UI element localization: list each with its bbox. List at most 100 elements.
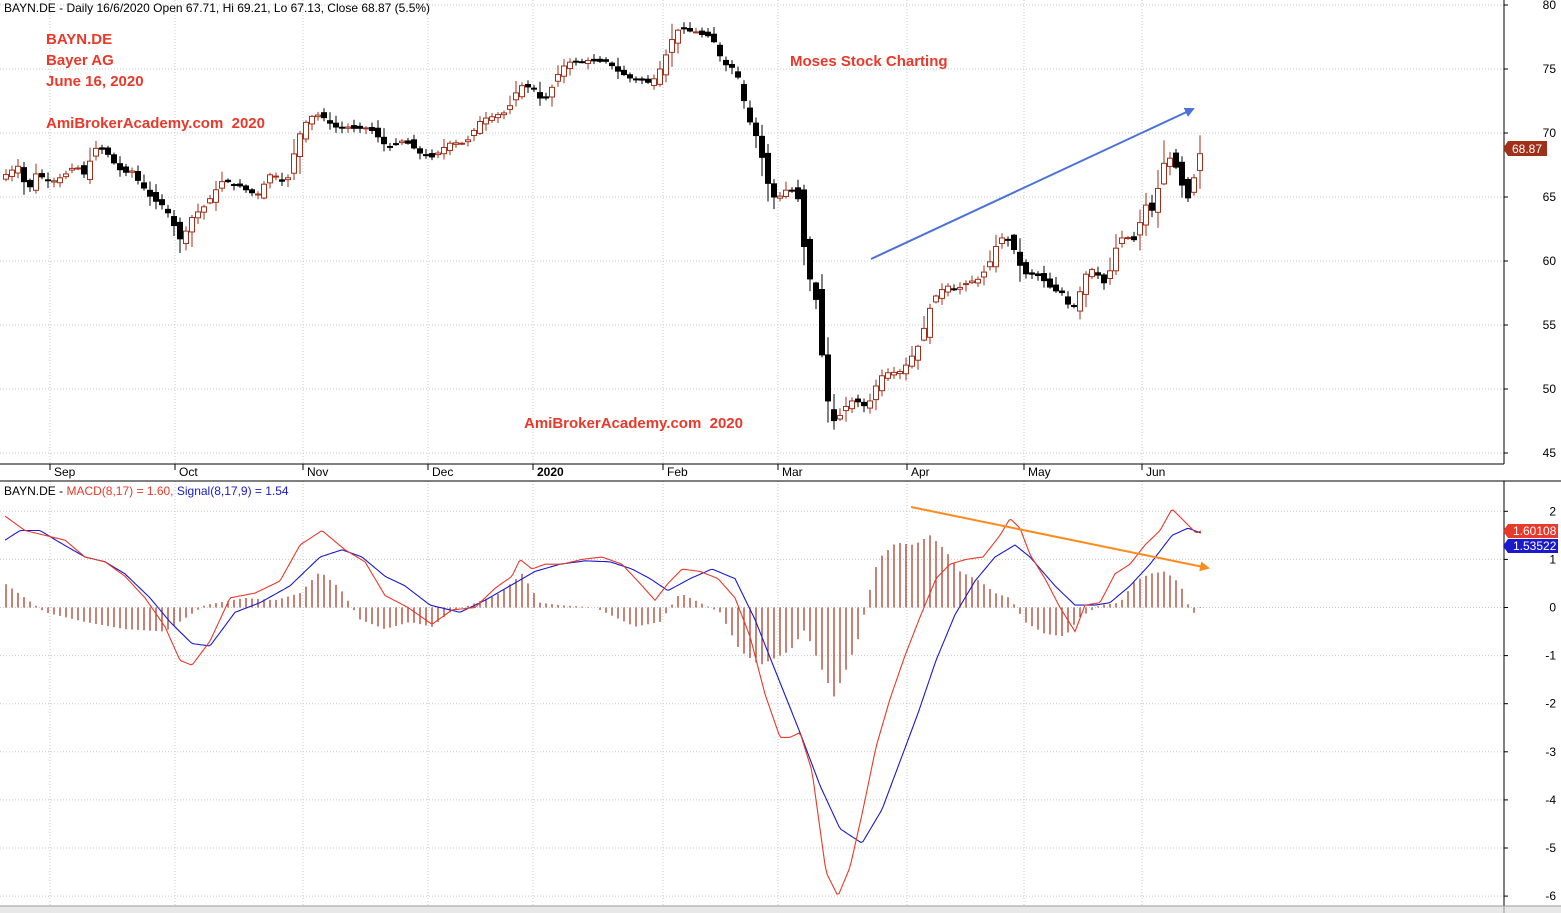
price-candle bbox=[201, 204, 207, 220]
candle-body bbox=[801, 189, 807, 247]
price-candle bbox=[645, 75, 651, 85]
macd-value: 1.60108 bbox=[1513, 524, 1557, 538]
candle-body bbox=[207, 198, 213, 204]
candle-body bbox=[297, 133, 303, 158]
candle-body bbox=[339, 126, 345, 129]
candle-body bbox=[51, 180, 57, 183]
candle-body bbox=[1071, 305, 1077, 308]
candle-body bbox=[765, 152, 771, 184]
sheet-tab-strip[interactable] bbox=[0, 905, 1561, 913]
candle-body bbox=[453, 142, 459, 145]
price-candle bbox=[1107, 257, 1113, 285]
price-tick-label: 75 bbox=[1543, 62, 1557, 76]
price-candle bbox=[1173, 149, 1179, 170]
candle-body bbox=[1149, 202, 1155, 211]
macd-y-ticks: -6 -5 -4 -3 -2 -1 0 1 2 bbox=[1504, 504, 1556, 903]
macd-tick-label: 1 bbox=[1549, 552, 1556, 566]
price-candle bbox=[663, 49, 669, 83]
price-candle bbox=[789, 187, 795, 193]
candle-body bbox=[519, 85, 525, 98]
candle-body bbox=[429, 153, 435, 158]
price-candle bbox=[561, 59, 567, 84]
annotation-watermark-mid: AmiBrokerAcademy.com 2020 bbox=[524, 415, 743, 432]
candle-body bbox=[171, 216, 177, 227]
price-candle bbox=[51, 177, 57, 188]
candle-body bbox=[501, 112, 507, 116]
candle-body bbox=[639, 78, 645, 81]
price-candle bbox=[1155, 169, 1161, 228]
candle-body bbox=[1125, 237, 1131, 240]
price-candles bbox=[3, 22, 1203, 430]
candle-body bbox=[237, 183, 243, 187]
macd-tick-label: -3 bbox=[1545, 745, 1556, 759]
month-label: 2020 bbox=[537, 465, 564, 479]
macd-tick-label: -1 bbox=[1545, 649, 1556, 663]
price-candle bbox=[315, 111, 321, 121]
price-candle bbox=[21, 162, 27, 195]
price-candle bbox=[651, 74, 657, 90]
candle-body bbox=[747, 107, 753, 123]
price-candle bbox=[681, 22, 687, 34]
price-candle bbox=[567, 58, 573, 76]
price-candle bbox=[777, 192, 783, 202]
price-candle bbox=[1119, 230, 1125, 248]
candle-body bbox=[405, 140, 411, 144]
candle-body bbox=[57, 177, 63, 184]
candle-body bbox=[1155, 187, 1161, 213]
candle-body bbox=[75, 167, 81, 170]
price-candle bbox=[33, 163, 39, 194]
price-tick-label: 80 bbox=[1543, 0, 1557, 12]
macd-tick-label: -2 bbox=[1545, 697, 1556, 711]
candle-body bbox=[45, 179, 51, 182]
price-tick-label: 55 bbox=[1543, 318, 1557, 332]
candle-body bbox=[219, 181, 225, 189]
annotation-company: Bayer AG bbox=[46, 52, 114, 69]
candle-body bbox=[1143, 204, 1149, 226]
price-candle bbox=[213, 181, 219, 211]
price-candle bbox=[3, 169, 9, 182]
price-candle bbox=[441, 139, 447, 160]
candle-body bbox=[795, 187, 801, 200]
macd-line bbox=[4, 509, 1202, 895]
price-candle bbox=[603, 57, 609, 64]
candle-body bbox=[333, 122, 339, 128]
month-label: Apr bbox=[911, 465, 930, 479]
candle-body bbox=[495, 114, 501, 119]
candle-body bbox=[669, 39, 675, 53]
candle-body bbox=[951, 288, 957, 291]
price-candle bbox=[387, 142, 393, 151]
candle-body bbox=[399, 140, 405, 144]
candle-body bbox=[771, 183, 777, 198]
price-candle bbox=[219, 171, 225, 192]
candle-body bbox=[975, 278, 981, 284]
price-candle bbox=[657, 60, 663, 87]
price-candle bbox=[327, 112, 333, 130]
price-candle bbox=[261, 181, 267, 200]
candle-body bbox=[459, 142, 465, 145]
candle-body bbox=[627, 74, 633, 79]
candle-body bbox=[945, 285, 951, 293]
price-candle bbox=[477, 116, 483, 135]
price-candle bbox=[75, 165, 81, 171]
last-close-badge: 68.87 bbox=[1503, 141, 1547, 156]
price-candle bbox=[1161, 140, 1167, 186]
candle-body bbox=[183, 230, 189, 245]
price-candle bbox=[1083, 271, 1089, 308]
price-candle bbox=[801, 184, 807, 266]
candle-body bbox=[1113, 247, 1119, 272]
month-label: Sep bbox=[54, 465, 76, 479]
candle-body bbox=[693, 31, 699, 34]
candle-body bbox=[981, 271, 987, 278]
candle-body bbox=[411, 139, 417, 149]
candle-body bbox=[447, 142, 453, 151]
price-candle bbox=[117, 156, 123, 177]
candle-body bbox=[1035, 273, 1041, 277]
price-candle bbox=[765, 143, 771, 202]
candle-body bbox=[705, 31, 711, 37]
price-candle bbox=[1167, 151, 1173, 176]
price-candle bbox=[921, 316, 927, 342]
candle-body bbox=[441, 147, 447, 155]
price-candle bbox=[1041, 265, 1047, 288]
price-tick-label: 50 bbox=[1543, 382, 1557, 396]
